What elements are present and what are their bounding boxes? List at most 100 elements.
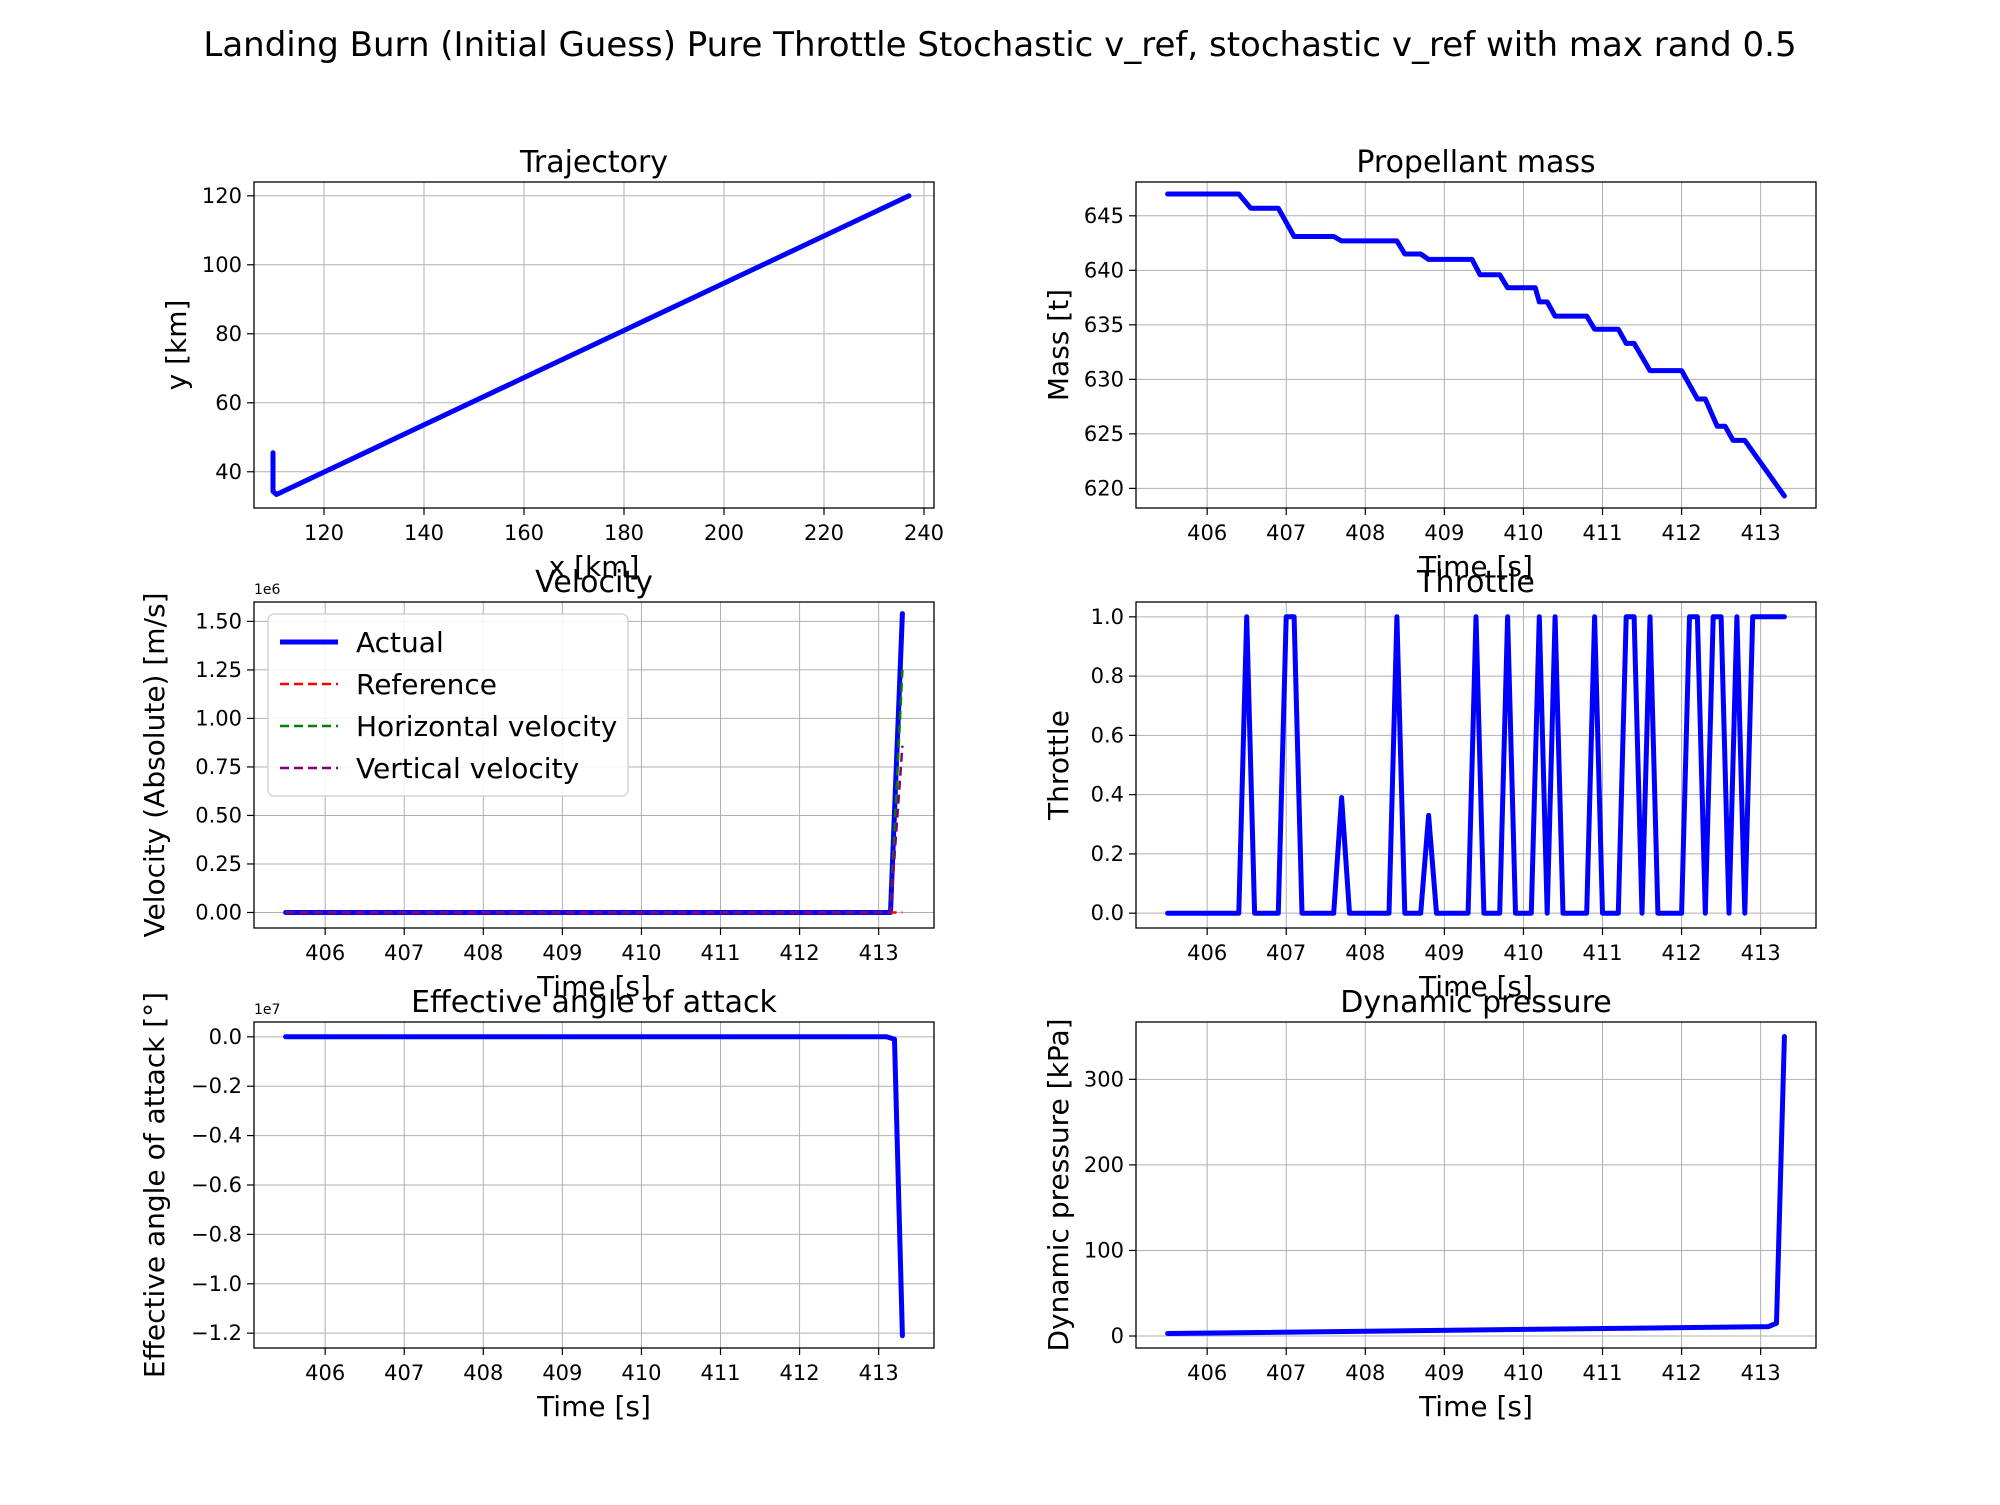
chart-dynamic-pressure: 406 407 408 409 410 411 412 413 0 100 200 300 Dynami… bbox=[1042, 985, 1817, 1423]
chart-title: Trajectory bbox=[519, 145, 668, 180]
y-tick-label: 300 bbox=[1084, 1067, 1124, 1091]
series-line-velocity-3 bbox=[285, 745, 904, 914]
x-tick-label: 160 bbox=[504, 521, 544, 545]
chart-title: Effective angle of attack bbox=[411, 985, 777, 1020]
y-tick-label: 1.25 bbox=[195, 658, 242, 682]
x-tick-label: 411 bbox=[1582, 941, 1622, 965]
x-tick-label: 411 bbox=[1582, 521, 1622, 545]
x-tick-label: 406 bbox=[305, 941, 345, 965]
y-tick-label: 640 bbox=[1084, 258, 1124, 282]
y-axis-label: Mass [t] bbox=[1042, 289, 1075, 401]
x-tick-label: 408 bbox=[463, 1361, 503, 1385]
y-tick-label: −0.6 bbox=[191, 1173, 242, 1197]
x-tick-label: 412 bbox=[1662, 941, 1702, 965]
y-tick-label: 100 bbox=[1084, 1238, 1124, 1262]
y-tick-label: 630 bbox=[1084, 367, 1124, 391]
x-tick-label: 412 bbox=[780, 1361, 820, 1385]
x-tick-label: 240 bbox=[904, 521, 944, 545]
x-tick-label: 200 bbox=[704, 521, 744, 545]
y-tick-label: −1.2 bbox=[191, 1321, 242, 1345]
x-tick-label: 408 bbox=[1345, 941, 1385, 965]
x-tick-label: 406 bbox=[1187, 521, 1227, 545]
x-tick-label: 412 bbox=[1662, 1361, 1702, 1385]
x-tick-label: 407 bbox=[1266, 1361, 1306, 1385]
chart-title: Propellant mass bbox=[1356, 145, 1595, 180]
x-tick-label: 410 bbox=[1503, 941, 1543, 965]
y-tick-label: 200 bbox=[1084, 1153, 1124, 1177]
y-axis-label: Throttle bbox=[1042, 710, 1075, 821]
y-tick-label: −1.0 bbox=[191, 1272, 242, 1296]
legend-label: Vertical velocity bbox=[356, 752, 579, 785]
chart-title: Dynamic pressure bbox=[1340, 985, 1611, 1020]
y-tick-label: 0.4 bbox=[1091, 783, 1124, 807]
y-tick-label: 0.8 bbox=[1091, 664, 1124, 688]
y-axis-label: Effective angle of attack [°] bbox=[138, 992, 171, 1378]
chart-throttle: 406 407 408 409 410 411 412 413 0.0 0.2 0.4 0.6 0.8 1… bbox=[1042, 565, 1817, 1003]
axes-frame bbox=[253, 181, 935, 509]
chart-velocity: 406 407 408 409 410 411 412 413 0.00 0.25 0.50 0.75… bbox=[138, 565, 935, 1003]
y-tick-label: 0.0 bbox=[209, 1025, 242, 1049]
x-tick-label: 407 bbox=[384, 1361, 424, 1385]
x-axis-label: Time [s] bbox=[1418, 970, 1533, 1003]
y-tick-label: 100 bbox=[202, 253, 242, 277]
series-line-dynamic-pressure-0 bbox=[1165, 1034, 1787, 1336]
x-tick-label: 409 bbox=[1424, 521, 1464, 545]
series-line-trajectory-0 bbox=[270, 193, 912, 497]
legend-label: Horizontal velocity bbox=[356, 710, 617, 743]
axes-frame bbox=[1135, 181, 1817, 509]
x-tick-label: 410 bbox=[1503, 1361, 1543, 1385]
y-tick-label: 1.50 bbox=[195, 609, 242, 633]
x-tick-label: 407 bbox=[384, 941, 424, 965]
x-tick-label: 411 bbox=[700, 941, 740, 965]
x-axis-label: x [km] bbox=[549, 550, 640, 583]
figure-title: Landing Burn (Initial Guess) Pure Thrott… bbox=[203, 25, 1796, 65]
chart-propellant-mass: 406 407 408 409 410 411 412 413 620 625 630 635 640 6… bbox=[1042, 145, 1817, 583]
y-axis-label: y [km] bbox=[160, 300, 193, 391]
series-line-throttle-0 bbox=[1165, 614, 1787, 916]
x-axis-label: Time [s] bbox=[1418, 550, 1533, 583]
series-line-propellant-mass-0 bbox=[1165, 191, 1787, 499]
x-tick-label: 406 bbox=[1187, 1361, 1227, 1385]
x-tick-label: 406 bbox=[305, 1361, 345, 1385]
legend-label: Actual bbox=[356, 626, 444, 659]
y-tick-label: 620 bbox=[1084, 476, 1124, 500]
x-tick-label: 409 bbox=[1424, 941, 1464, 965]
legend: Actual Reference Horizontal velocity Vertic… bbox=[267, 613, 629, 797]
x-tick-label: 140 bbox=[404, 521, 444, 545]
x-axis-label: Time [s] bbox=[536, 970, 651, 1003]
y-axis-label: Dynamic pressure [kPa] bbox=[1042, 1018, 1075, 1351]
y-tick-label: 0.0 bbox=[1091, 901, 1124, 925]
chart-title: Throttle bbox=[1416, 565, 1535, 600]
x-tick-label: 413 bbox=[859, 941, 899, 965]
y-tick-label: 60 bbox=[215, 391, 242, 415]
x-tick-label: 407 bbox=[1266, 941, 1306, 965]
x-axis-label: Time [s] bbox=[536, 1390, 651, 1423]
x-tick-label: 408 bbox=[463, 941, 503, 965]
x-tick-label: 408 bbox=[1345, 1361, 1385, 1385]
y-tick-label: 80 bbox=[215, 322, 242, 346]
x-tick-label: 408 bbox=[1345, 521, 1385, 545]
x-tick-label: 409 bbox=[542, 1361, 582, 1385]
y-tick-label: 1.0 bbox=[1091, 605, 1124, 629]
x-tick-label: 410 bbox=[621, 1361, 661, 1385]
x-tick-label: 120 bbox=[304, 521, 344, 545]
x-tick-label: 409 bbox=[1424, 1361, 1464, 1385]
chart-angle-of-attack: 406 407 408 409 410 411 412 413 0.0 −0.2 −0.4 −0.6 −… bbox=[138, 985, 935, 1423]
y-tick-label: 645 bbox=[1084, 204, 1124, 228]
x-tick-label: 410 bbox=[621, 941, 661, 965]
y-tick-label: 0.00 bbox=[195, 900, 242, 924]
chart-trajectory: 120 140 160 180 200 220 240 40 60 80 100 120 Traject… bbox=[160, 145, 944, 583]
x-tick-label: 411 bbox=[1582, 1361, 1622, 1385]
y-tick-label: −0.8 bbox=[191, 1222, 242, 1246]
x-tick-label: 411 bbox=[700, 1361, 740, 1385]
x-tick-label: 413 bbox=[859, 1361, 899, 1385]
axes-frame bbox=[1135, 601, 1817, 929]
series-line-angle-of-attack-0 bbox=[283, 1034, 905, 1339]
x-tick-label: 180 bbox=[604, 521, 644, 545]
x-tick-label: 406 bbox=[1187, 941, 1227, 965]
y-tick-label: −0.2 bbox=[191, 1074, 242, 1098]
x-tick-label: 410 bbox=[1503, 521, 1543, 545]
y-tick-label: 0.6 bbox=[1091, 723, 1124, 747]
